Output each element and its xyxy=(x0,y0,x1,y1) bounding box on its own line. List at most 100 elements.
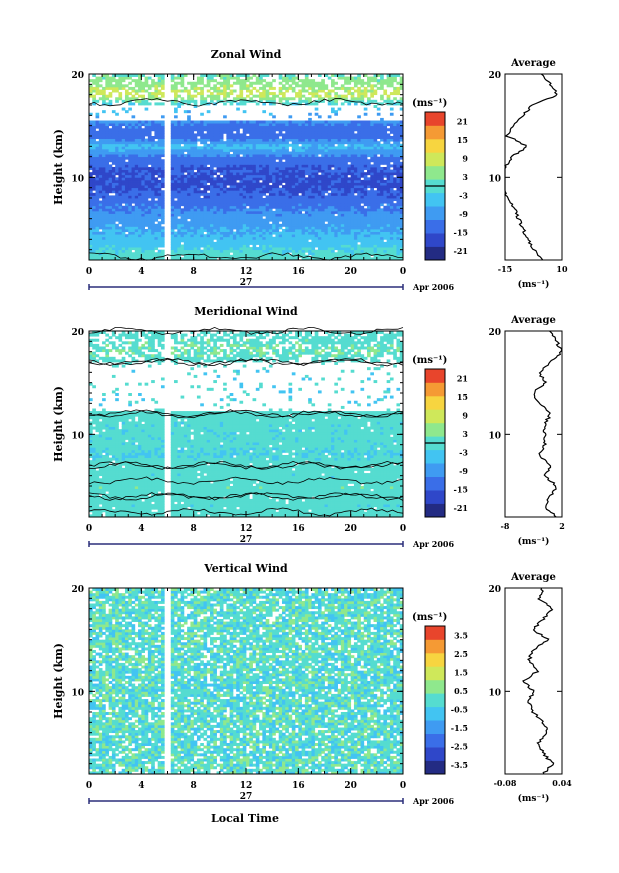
heatmap-cell xyxy=(334,208,338,212)
heatmap-cell xyxy=(252,169,257,173)
heatmap-cell xyxy=(118,195,123,199)
heatmap-cell xyxy=(311,218,316,222)
heatmap-cell xyxy=(386,148,391,152)
heatmap-cell xyxy=(399,154,404,158)
heatmap-cell xyxy=(216,210,221,214)
heatmap-cell xyxy=(376,234,381,238)
heatmap-cell xyxy=(141,130,145,134)
heatmap-cell xyxy=(92,254,96,258)
heatmap-cell xyxy=(115,133,119,137)
heatmap-cell xyxy=(206,257,211,261)
heatmap-cell xyxy=(118,179,123,183)
heatmap-cell xyxy=(141,234,145,238)
heatmap-cell xyxy=(242,239,247,243)
heatmap-cell xyxy=(376,143,381,147)
heatmap-cell xyxy=(111,213,116,217)
heatmap-cell xyxy=(281,167,286,170)
heatmap-cell xyxy=(262,257,267,261)
heatmap-cell xyxy=(108,221,113,225)
heatmap-cell xyxy=(396,187,401,191)
heatmap-cell xyxy=(213,159,217,163)
heatmap-cell xyxy=(180,133,185,137)
heatmap-cell xyxy=(298,120,302,124)
heatmap-cell xyxy=(216,182,221,186)
heatmap-cell xyxy=(131,257,136,261)
heatmap-cell xyxy=(308,130,312,134)
heatmap-cell xyxy=(262,218,267,222)
heatmap-cell xyxy=(160,203,165,207)
heatmap-cell xyxy=(115,148,119,152)
heatmap-cell xyxy=(124,218,129,222)
heatmap-cell xyxy=(98,136,103,139)
heatmap-cell xyxy=(389,190,394,194)
heatmap-cell xyxy=(226,241,231,245)
heatmap-cell xyxy=(183,179,188,183)
heatmap-cell xyxy=(396,216,401,220)
heatmap-cell xyxy=(216,128,221,132)
heatmap-cell xyxy=(327,172,332,176)
heatmap-cell xyxy=(157,174,162,178)
heatmap-cell xyxy=(399,229,404,232)
heatmap-cell xyxy=(216,133,221,137)
heatmap-cell xyxy=(160,115,165,119)
heatmap-cell xyxy=(226,172,231,176)
heatmap-cell xyxy=(259,133,263,137)
heatmap-cell xyxy=(281,218,286,222)
heatmap-cell xyxy=(350,190,355,194)
heatmap-cell xyxy=(121,229,126,232)
heatmap-cell xyxy=(223,234,227,238)
heatmap-cell xyxy=(399,174,404,178)
heatmap-cell xyxy=(389,223,394,227)
heatmap-cell xyxy=(360,254,365,258)
heatmap-cell xyxy=(288,187,293,191)
heatmap-cell xyxy=(350,177,355,181)
heatmap-cell xyxy=(357,164,361,168)
heatmap-cell xyxy=(347,203,352,207)
heatmap-cell xyxy=(295,192,299,196)
heatmap-cell xyxy=(144,252,149,256)
heatmap-cell xyxy=(108,203,113,207)
heatmap-cell xyxy=(190,192,195,196)
heatmap-cell xyxy=(331,195,335,199)
heatmap-cell xyxy=(187,187,191,191)
heatmap-cell xyxy=(200,177,204,181)
heatmap-cell xyxy=(265,128,270,132)
heatmap-cell xyxy=(376,205,381,209)
heatmap-cell xyxy=(147,241,152,245)
heatmap-cell xyxy=(288,120,293,124)
heatmap-cell xyxy=(236,195,240,199)
heatmap-cell xyxy=(154,164,159,168)
heatmap-cell xyxy=(134,190,139,194)
heatmap-cell xyxy=(141,156,145,160)
heatmap-cell xyxy=(396,161,401,165)
heatmap-cell xyxy=(389,247,394,251)
heatmap-cell xyxy=(393,185,397,189)
heatmap-cell xyxy=(386,218,391,222)
heatmap-cell xyxy=(157,200,162,204)
heatmap-cell xyxy=(262,208,267,212)
heatmap-cell xyxy=(183,182,188,186)
heatmap-cell xyxy=(268,123,273,127)
heatmap-cell xyxy=(203,151,208,155)
heatmap-cell xyxy=(177,151,181,155)
heatmap-cell xyxy=(383,125,388,129)
heatmap-cell xyxy=(219,159,224,163)
heatmap-cell xyxy=(138,156,142,160)
heatmap-cell xyxy=(213,216,217,220)
heatmap-cell xyxy=(308,156,312,160)
heatmap-cell xyxy=(278,154,283,158)
heatmap-cell xyxy=(223,151,227,155)
heatmap-cell xyxy=(268,192,273,196)
heatmap-cell xyxy=(367,159,371,163)
heatmap-cell xyxy=(115,141,119,145)
heatmap-cell xyxy=(242,229,247,232)
heatmap-cell xyxy=(226,138,231,142)
heatmap-cell xyxy=(249,241,253,245)
heatmap-cell xyxy=(190,161,195,165)
heatmap-cell xyxy=(376,179,381,183)
heatmap-cell xyxy=(170,239,175,243)
heatmap-cell xyxy=(396,254,401,258)
heatmap-cell xyxy=(118,164,123,168)
heatmap-cell xyxy=(324,151,329,155)
heatmap-cell xyxy=(115,190,119,194)
